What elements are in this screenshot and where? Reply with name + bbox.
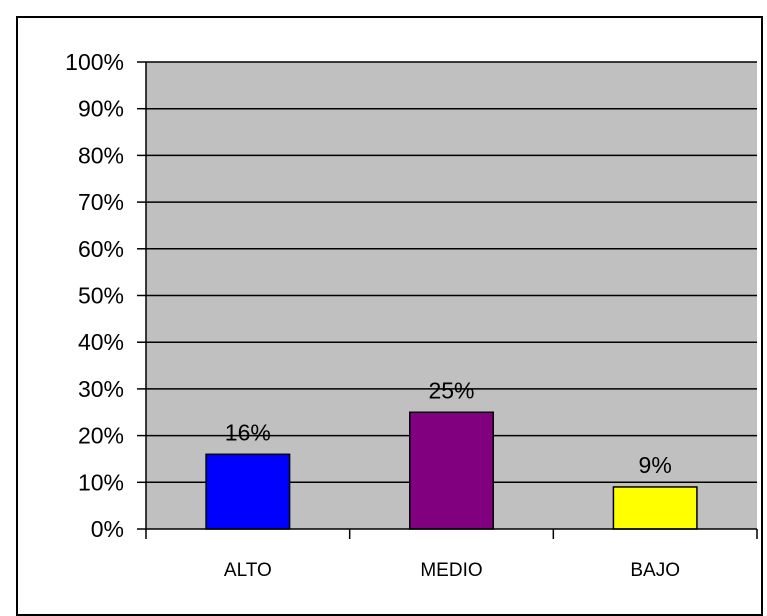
- bar-bajo: [612, 486, 698, 530]
- x-tick-label: MEDIO: [420, 560, 482, 581]
- y-tick-label: 90%: [78, 96, 124, 122]
- bar-medio: [408, 411, 495, 530]
- axes: [137, 61, 758, 539]
- y-tick-label: 100%: [65, 49, 124, 75]
- x-tick-labels: ALTO MEDIO BAJO: [224, 560, 680, 581]
- data-label: 9%: [639, 452, 672, 478]
- y-tick-label: 70%: [78, 189, 124, 215]
- bar-alto: [205, 453, 291, 530]
- y-tick-label: 80%: [78, 142, 124, 168]
- y-tick-label: 0%: [91, 516, 124, 542]
- y-tick-label: 50%: [78, 283, 124, 309]
- y-tick-labels: 0% 10% 20% 30% 40% 50% 60% 70% 80% 90% 100%: [65, 49, 124, 542]
- bars: [205, 411, 698, 530]
- gridlines: [146, 61, 757, 484]
- y-tick-label: 10%: [78, 469, 124, 495]
- bar-chart: 0% 10% 20% 30% 40% 50% 60% 70% 80% 90% 100% ALTO ME…: [65, 49, 758, 581]
- data-label: 16%: [225, 419, 271, 445]
- y-tick-label: 40%: [78, 329, 124, 355]
- y-tick-label: 20%: [78, 423, 124, 449]
- x-tick-label: ALTO: [224, 560, 272, 581]
- data-label: 25%: [428, 377, 474, 403]
- x-tick-label: BAJO: [630, 560, 680, 581]
- y-tick-label: 60%: [78, 236, 124, 262]
- y-tick-label: 30%: [78, 376, 124, 402]
- data-labels: 16% 25% 9%: [225, 377, 672, 478]
